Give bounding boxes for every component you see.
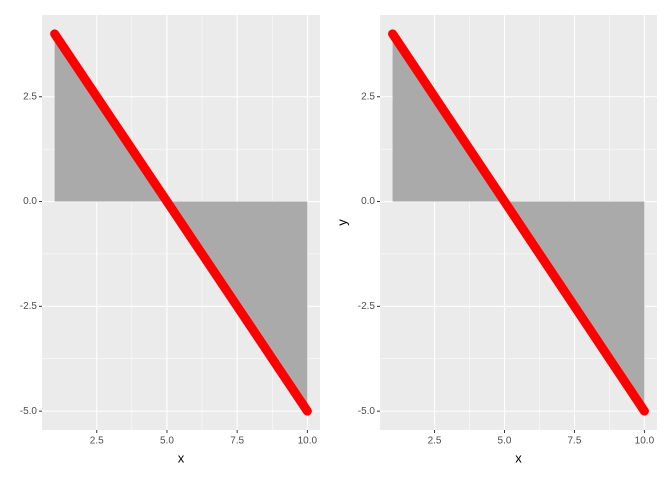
x-tick-label: 7.5 [568, 436, 582, 447]
y-tick-label: -5.0 [358, 406, 376, 417]
y-tick-label: -2.5 [358, 301, 376, 312]
y-tick-label: -2.5 [20, 301, 38, 312]
x-tick-label: 5.0 [160, 436, 174, 447]
x-tick-label: 5.0 [498, 436, 512, 447]
x-axis-title: x [515, 450, 522, 465]
x-tick-label: 10.0 [298, 436, 318, 447]
x-tick-label: 7.5 [230, 436, 244, 447]
line [50, 29, 312, 416]
x-tick-label: 2.5 [90, 436, 104, 447]
x-tick-label: 10.0 [635, 436, 655, 447]
y-axis-title: y [334, 219, 349, 226]
y-tick-label: 0.0 [361, 196, 375, 207]
y-tick-label: 2.5 [361, 91, 375, 102]
line [388, 29, 649, 416]
y-tick-label: 2.5 [23, 91, 37, 102]
y-tick-label: -5.0 [20, 406, 38, 417]
y-tick-label: 0.0 [23, 196, 37, 207]
x-tick-label: 2.5 [428, 436, 442, 447]
x-axis-title: x [178, 450, 185, 465]
